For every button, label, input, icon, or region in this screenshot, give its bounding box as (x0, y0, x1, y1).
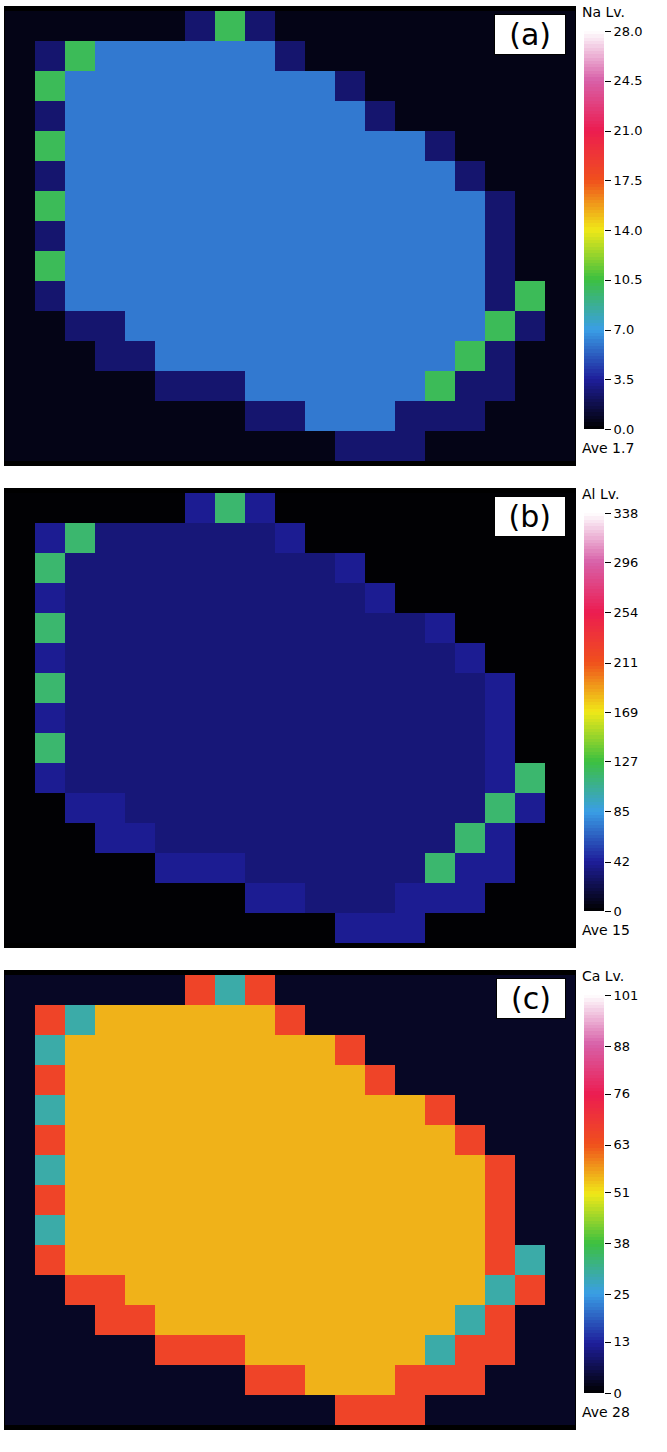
svg-text:51: 51 (614, 1185, 631, 1200)
html-text:(c): (c) (511, 981, 551, 1016)
svg-text:85: 85 (614, 804, 631, 819)
html-text:Ave 28: Ave 28 (582, 1404, 630, 1420)
svg-text:101: 101 (614, 988, 639, 1003)
svg-text:38: 38 (614, 1236, 631, 1251)
svg-text:17.5: 17.5 (614, 173, 643, 188)
svg-text:25: 25 (614, 1287, 631, 1302)
html-text:(a): (a) (509, 17, 551, 52)
html-text:Na Lv.: Na Lv. (582, 4, 625, 20)
svg-text:0: 0 (614, 1386, 622, 1401)
svg-text:211: 211 (614, 655, 639, 670)
svg-text:254: 254 (614, 605, 639, 620)
svg-text:338: 338 (614, 506, 639, 521)
svg-text:0.0: 0.0 (614, 422, 635, 437)
svg-text:14.0: 14.0 (614, 223, 643, 238)
svg-text:7.0: 7.0 (614, 322, 635, 337)
svg-text:24.5: 24.5 (614, 73, 643, 88)
svg-text:10.5: 10.5 (614, 272, 643, 287)
svg-text:63: 63 (614, 1137, 631, 1152)
svg-text:0: 0 (614, 904, 622, 919)
svg-text:13: 13 (614, 1334, 631, 1349)
html-text:Ca Lv.: Ca Lv. (582, 968, 625, 984)
svg-text:88: 88 (614, 1039, 631, 1054)
svg-text:28.0: 28.0 (614, 24, 643, 39)
html-text:Ave 15: Ave 15 (582, 922, 630, 938)
html-text:(b): (b) (508, 499, 551, 534)
svg-text:42: 42 (614, 854, 631, 869)
html-text:Al Lv.: Al Lv. (582, 486, 620, 502)
svg-text:169: 169 (614, 705, 639, 720)
html-text:Ave 1.7: Ave 1.7 (582, 440, 635, 456)
svg-text:127: 127 (614, 754, 639, 769)
svg-text:296: 296 (614, 555, 639, 570)
svg-text:21.0: 21.0 (614, 123, 643, 138)
svg-text:3.5: 3.5 (614, 372, 635, 387)
svg-text:76: 76 (614, 1086, 631, 1101)
